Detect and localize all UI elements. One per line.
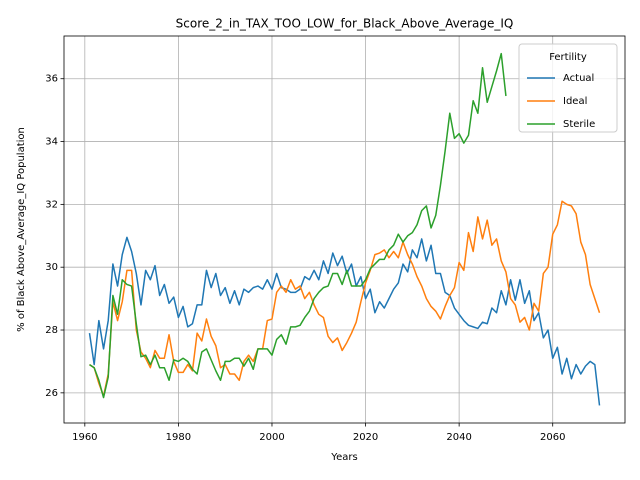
x-tick-label: 2060 (540, 432, 565, 443)
plot-frame (63, 35, 626, 424)
y-tick-label: 34 (45, 137, 58, 148)
chart-title: Score_2_in_TAX_TOO_LOW_for_Black_Above_A… (176, 17, 514, 31)
y-tick-label: 26 (45, 388, 58, 399)
y-axis-label: % of Black Above_Average_IQ Population (16, 127, 27, 332)
series-line (89, 52, 507, 399)
legend: Fertility Actual Ideal Sterile (518, 43, 618, 133)
series-line (88, 236, 601, 406)
y-tick-label: 36 (45, 74, 58, 85)
y-tick-label: 28 (45, 325, 58, 336)
y-tick-label: 30 (45, 262, 58, 273)
y-tick-label: 32 (45, 199, 58, 210)
x-tick-label: 1960 (72, 432, 97, 443)
x-tick-label: 1980 (166, 432, 191, 443)
legend-label: Actual (563, 73, 594, 84)
legend-box (518, 43, 618, 133)
legend-title: Fertility (549, 52, 587, 63)
legend-label: Ideal (563, 96, 587, 107)
x-tick-label: 2000 (259, 432, 284, 443)
x-tick-label: 2020 (353, 432, 378, 443)
legend-label: Sterile (563, 119, 595, 130)
x-tick-label: 2040 (446, 432, 471, 443)
series-line (89, 200, 601, 397)
x-axis-label: Years (330, 452, 357, 463)
